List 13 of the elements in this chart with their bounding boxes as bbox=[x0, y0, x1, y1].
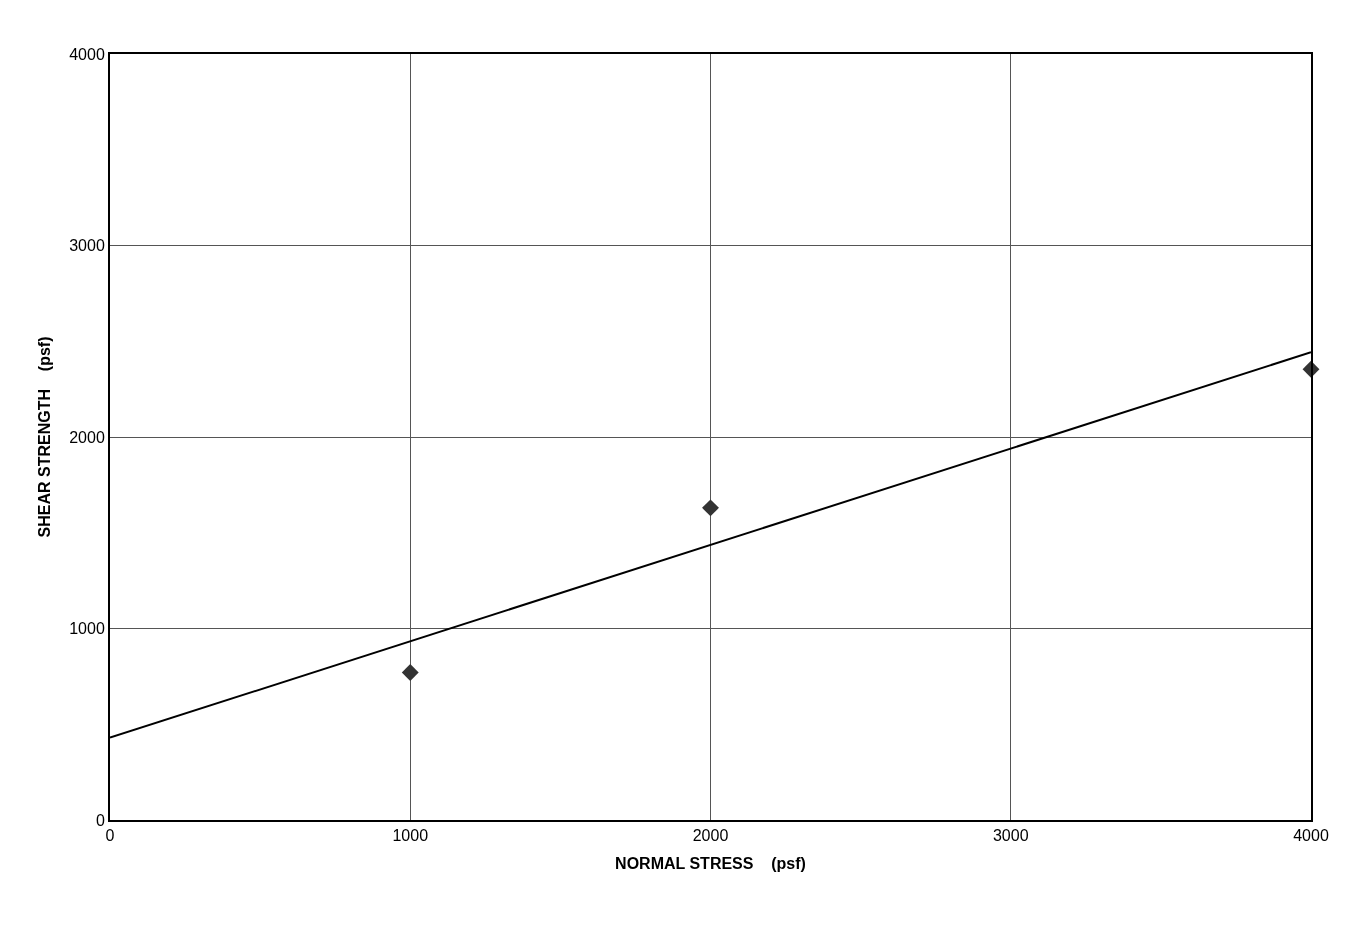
x-axis-title: NORMAL STRESS (psf) bbox=[615, 855, 806, 873]
y-axis-title: SHEAR STRENGTH (psf) bbox=[35, 336, 53, 538]
x-tick-label: 1000 bbox=[392, 827, 429, 845]
y-tick-label: 1000 bbox=[69, 620, 105, 638]
y-tick-label: 0 bbox=[95, 811, 105, 829]
x-tick-label: 3000 bbox=[992, 827, 1029, 845]
y-tick-label: 2000 bbox=[69, 428, 105, 446]
x-tick-label: 2000 bbox=[692, 827, 729, 845]
point bbox=[401, 664, 419, 681]
y-tick-label: 4000 bbox=[69, 45, 105, 63]
x-tick-label: 4000 bbox=[1293, 827, 1329, 845]
y-tick-label: 3000 bbox=[69, 237, 105, 255]
point bbox=[702, 499, 719, 517]
